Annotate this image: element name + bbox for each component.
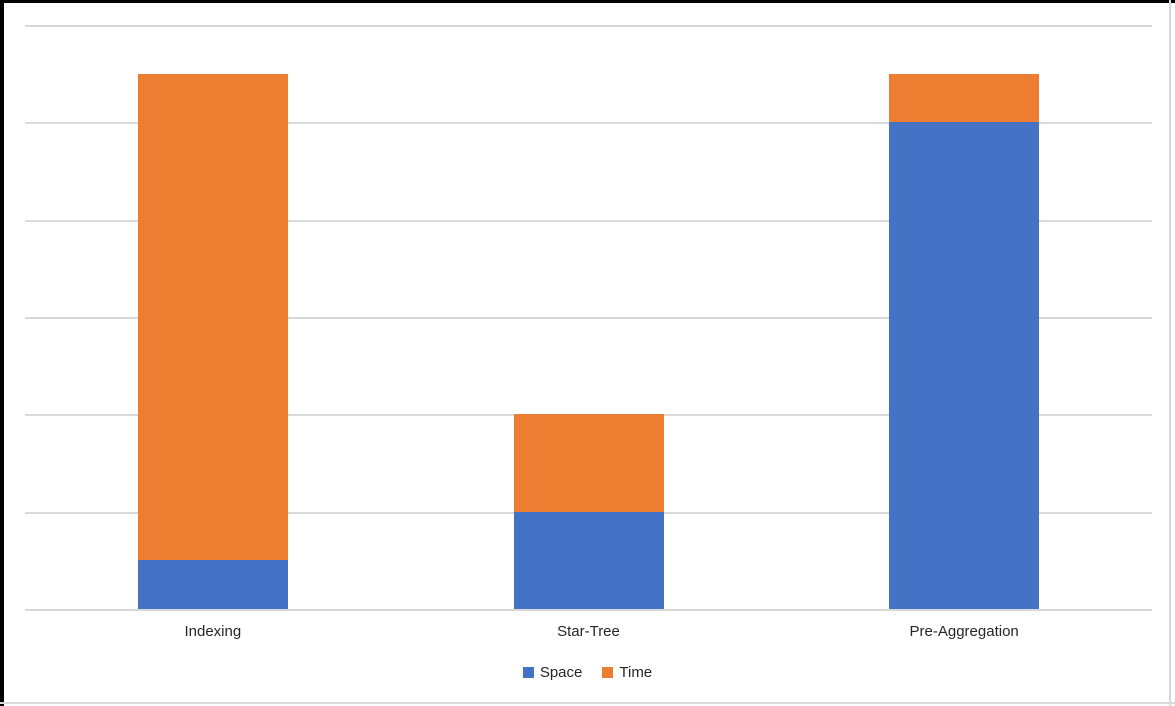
legend: Space Time [0,664,1175,681]
bar-segment-space-indexing [137,560,288,609]
bar-segment-time-star-tree [513,414,664,512]
gridline [25,25,1152,27]
legend-label-space: Space [539,664,583,681]
chart-border-bottom [0,702,1175,704]
legend-item-time: Time [602,664,652,681]
x-axis-label: Pre-Aggregation [909,623,1019,640]
bar-segment-time-indexing [137,73,288,561]
x-axis-label: Star-Tree [557,623,620,640]
bar-segment-time-pre-aggregation [889,73,1040,123]
legend-swatch-space-icon [522,667,534,678]
gridline [25,219,1152,222]
bar-segment-space-pre-aggregation [889,122,1040,609]
chart-border-right [1169,0,1171,706]
bar-segment-space-star-tree [513,511,664,609]
frame-border-top [0,0,1175,3]
legend-item-space: Space [522,664,583,681]
gridline [25,317,1152,319]
x-axis-line [25,609,1152,611]
frame-border-left [0,0,4,706]
legend-label-time: Time [619,664,653,681]
legend-swatch-time-icon [602,667,614,678]
gridline [25,122,1152,125]
x-axis-label: Indexing [184,623,242,640]
